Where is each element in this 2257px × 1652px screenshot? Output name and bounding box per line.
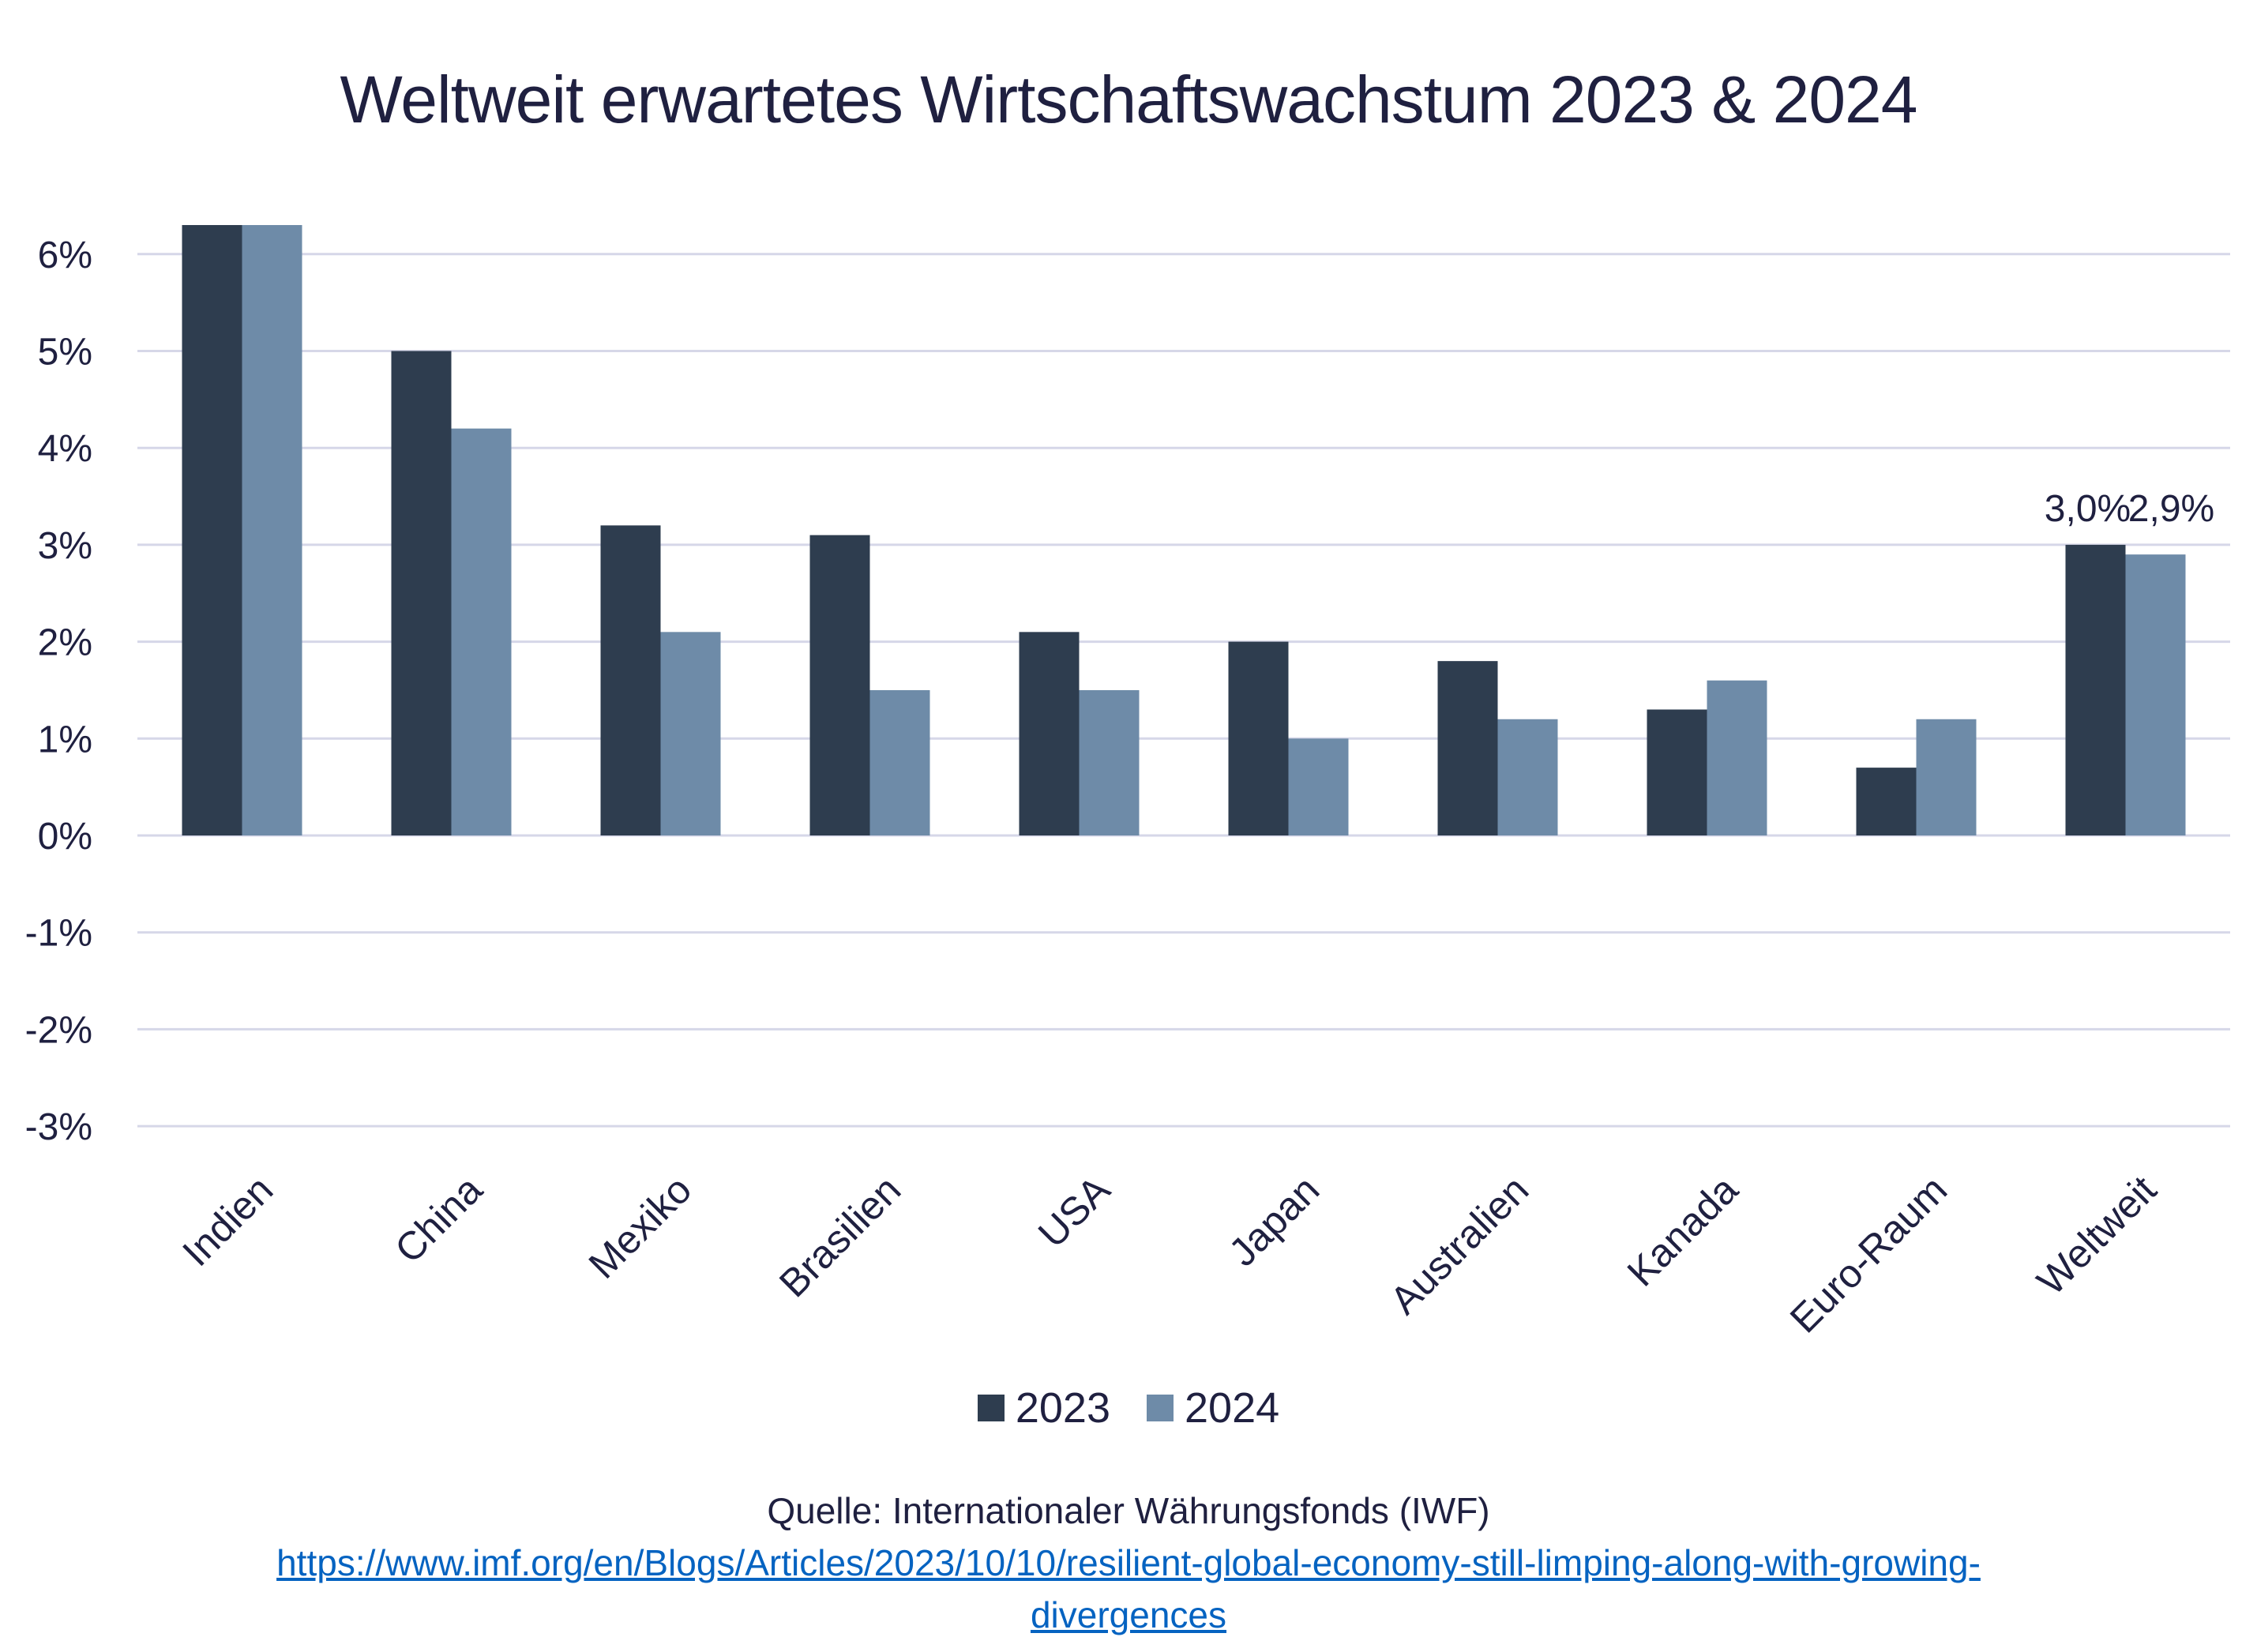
x-tick-label: Australien [1381, 1167, 1537, 1323]
y-tick-label: 0% [38, 816, 92, 858]
bar-2023-usa [1019, 632, 1080, 835]
bar-2023-kanada [1647, 709, 1707, 835]
x-tick-label: Brasilien [771, 1167, 909, 1305]
y-tick-label: 1% [38, 719, 92, 760]
bar-2023-australien [1437, 661, 1498, 835]
legend-swatch-2023 [977, 1395, 1005, 1421]
x-tick-label: Mexiko [580, 1167, 700, 1287]
bar-2024-euro-raum [1916, 719, 1977, 835]
legend-item-2023: 2023 [977, 1384, 1110, 1432]
source-link-line1[interactable]: https://www.imf.org/en/Blogs/Articles/20… [276, 1542, 1981, 1583]
x-tick-label: USA [1030, 1167, 1119, 1256]
bar-2024-japan [1288, 738, 1349, 835]
x-tick-label: Indien [174, 1167, 281, 1275]
x-tick-label: Kanada [1619, 1167, 1747, 1295]
y-tick-label: -3% [25, 1106, 92, 1148]
bar-2024-mexiko [660, 632, 721, 835]
x-tick-label: Euro-Raum [1782, 1167, 1955, 1341]
bar-2023-euro-raum [1856, 768, 1917, 835]
bar-2023-china [391, 351, 452, 835]
y-tick-label: 2% [38, 622, 92, 664]
bar-2023-indien [182, 224, 242, 835]
x-tick-label: China [386, 1167, 490, 1271]
source-link-line2[interactable]: divergences [1030, 1594, 1227, 1635]
bar-2024-indien [242, 224, 302, 835]
chart-title: Weltweit erwartetes Wirtschaftswachstum … [340, 62, 1918, 137]
y-tick-label: -1% [25, 913, 92, 955]
bar-2023-japan [1228, 641, 1289, 835]
legend: 2023 2024 [0, 1384, 2257, 1432]
source-note: Quelle: Internationaler Währungsfonds (I… [0, 1485, 2257, 1641]
bar-2023-weltweit [2065, 544, 2126, 835]
legend-label-2024: 2024 [1185, 1384, 1280, 1432]
bar-2023-mexiko [600, 525, 661, 835]
bar-2024-kanada [1707, 680, 1767, 835]
y-tick-label: -2% [25, 1009, 92, 1051]
bar-2024-china [451, 428, 512, 835]
legend-label-2023: 2023 [1015, 1384, 1110, 1432]
legend-swatch-2024 [1147, 1395, 1174, 1421]
legend-item-2024: 2024 [1147, 1384, 1279, 1432]
bar-2024-brasilien [869, 689, 930, 835]
bar-2023-brasilien [809, 535, 870, 835]
data-label: 3,0% [2045, 488, 2131, 530]
x-tick-label: Weltweit [2029, 1167, 2165, 1304]
bar-2024-usa [1079, 689, 1140, 835]
data-label: 2,9% [2128, 488, 2214, 530]
bar-chart-plot: 6% 5% 4% 3% 2% 1% 0% -1% -2% -3% Indien China Mexiko… [25, 224, 2230, 1342]
source-label: Quelle: Internationaler Währungsfonds (I… [767, 1490, 1490, 1531]
y-tick-label: 6% [38, 235, 92, 276]
x-tick-label: Japan [1220, 1167, 1328, 1275]
y-tick-label: 3% [38, 525, 92, 567]
bar-2024-australien [1497, 719, 1558, 835]
y-tick-label: 5% [38, 332, 92, 374]
y-tick-label: 4% [38, 428, 92, 470]
source-link[interactable]: https://www.imf.org/en/Blogs/Articles/20… [0, 1537, 2257, 1641]
bar-2024-weltweit [2125, 554, 2186, 835]
